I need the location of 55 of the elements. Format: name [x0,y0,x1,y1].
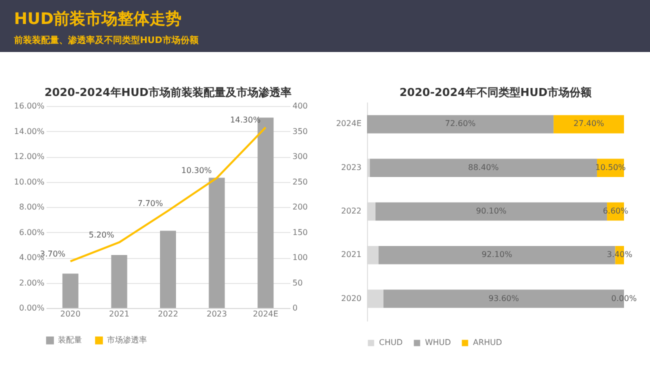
y2-tick-label: 50 [292,278,303,288]
y-tick-label: 6.00% [19,228,45,237]
data-label: 72.60% [445,119,476,128]
y-tick-label: 2024E [336,119,362,128]
y-tick-label: 10.00% [14,177,45,186]
line-series [69,126,267,262]
bar [160,230,176,308]
y2-tick-label: 200 [292,202,308,212]
bar [111,254,128,308]
y-tick-label: 12.00% [14,152,45,161]
y2-tick-label: 150 [292,228,308,237]
text: 前装装配量、渗透率及不同类型HUD市场份额 [14,34,198,47]
bar [370,158,598,178]
y-tick-label: 16.00% [14,102,45,110]
legend-label: 装配量 [58,335,82,344]
y2-tick-label: 400 [292,102,308,110]
x-tick-label: 2024E [252,310,278,318]
data-label: 0.00% [611,294,638,303]
data-label: 10.30% [181,166,212,175]
y-tick-label: 0.00% [19,304,45,312]
data-label: 92.10% [482,250,513,260]
y-tick-label: 14.00% [14,126,45,136]
x-tick-label: 2023 [206,310,227,318]
data-label: 27.40% [574,119,604,128]
x-tick-label: 2022 [158,310,178,318]
bar [554,115,624,134]
chart-title: 2020-2024年不同类型HUD市场份额 [399,86,593,99]
text: HUD前装市场整体走势 [14,9,182,30]
legend-label: ARHUD [473,338,502,347]
y-tick-label: 2021 [341,250,362,260]
y2-tick-label: 350 [292,126,308,136]
legend-label: CHUD [379,338,403,347]
y2-tick-label: 0 [292,304,298,312]
x-tick-label: 2021 [109,310,130,318]
bar [62,274,78,308]
legend-label: WHUD [425,338,451,347]
legend-label: 市场渗透率 [107,335,147,344]
data-label: 88.40% [468,162,500,172]
y-tick-label: 8.00% [19,202,45,212]
y-tick-label: 2022 [341,206,362,216]
bar [208,178,225,308]
x-tick-label: 2020 [60,310,81,318]
data-label: 7.70% [138,198,164,208]
y-tick-label: 2.00% [19,278,45,288]
y-tick-label: 2023 [341,162,362,172]
data-label: 93.60% [488,294,520,303]
y-tick-label: 2020 [341,294,362,303]
y2-tick-label: 100 [292,253,308,262]
data-label: 5.20% [88,230,115,240]
y2-tick-label: 250 [292,177,308,186]
data-label: 14.30% [230,115,261,124]
chart-title: 2020-2024年HUD市场前装装配量及市场渗透率 [44,86,292,99]
y2-tick-label: 300 [292,152,308,161]
bar [367,115,554,134]
data-label: 90.10% [476,206,507,216]
